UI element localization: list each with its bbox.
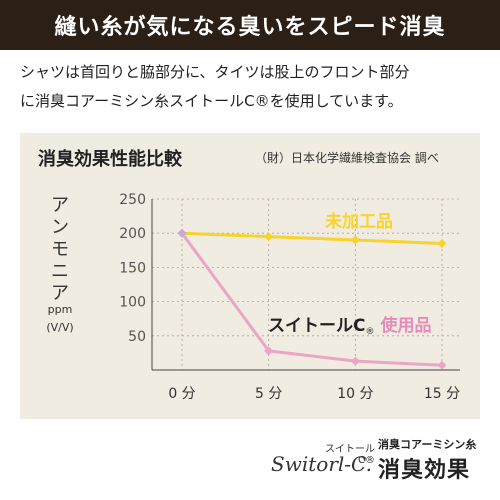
headline-banner: 縫い糸が気になる臭いをスピード消臭 [0, 0, 500, 50]
chart-panel: 消臭効果性能比較 （財）日本化学繊維検査協会 調べ 50 100 150 200 250… [20, 133, 480, 419]
x-tick-label: 0 分 [168, 386, 195, 402]
y-tick-label: 50 [128, 329, 146, 345]
series-treated-point [264, 346, 274, 356]
description-line-1: シャツは首回りと脇部分に、タイツは股上のフロント部分 [20, 63, 410, 81]
y-tick-label: 250 [119, 192, 146, 208]
series-untreated-point [437, 238, 447, 248]
y-axis-unit-2: (V/V) [46, 321, 73, 334]
series-treated-point [177, 228, 187, 238]
series-treated-point [350, 356, 360, 366]
logo-script: Switorl-C. [271, 452, 372, 476]
brand-title: 消臭効果 [378, 458, 471, 483]
x-tick-label: 15 分 [424, 386, 460, 402]
y-axis-label-char: モ [51, 239, 69, 260]
y-axis-label-char: ア [51, 283, 69, 304]
y-axis-unit: ppm [48, 303, 73, 316]
label-untreated: 未加工品 [324, 211, 393, 232]
x-tick-label: 5 分 [255, 386, 282, 402]
chart-source: （財）日本化学繊維検査協会 調べ [255, 151, 439, 165]
logo-small-text: スイトール C® [325, 444, 375, 466]
series-untreated-point [350, 235, 360, 245]
y-axis-label-char: ア [51, 195, 69, 216]
chart-title: 消臭効果性能比較 [38, 149, 182, 170]
y-tick-label: 150 [119, 260, 146, 276]
series-untreated-point [264, 232, 274, 242]
series-treated-point [437, 360, 447, 370]
y-tick-label: 200 [119, 226, 146, 242]
series-treated-line [180, 232, 443, 367]
y-axis-label-char: ニ [51, 261, 69, 282]
y-axis-label-char: ン [51, 217, 69, 238]
series-untreated-line [181, 231, 443, 245]
description-line-2: に消臭コアーミシン糸スイトールC®を使用しています。 [20, 92, 403, 110]
label-treated: スイトールC® 使用品 [268, 315, 431, 337]
x-tick-label: 10 分 [337, 386, 373, 402]
description: シャツは首回りと脇部分に、タイツは股上のフロント部分 に消臭コアーミシン糸スイト… [20, 58, 480, 116]
y-tick-label: 100 [119, 295, 146, 311]
brand-subtitle: 消臭コアーミシン糸 [378, 438, 477, 451]
